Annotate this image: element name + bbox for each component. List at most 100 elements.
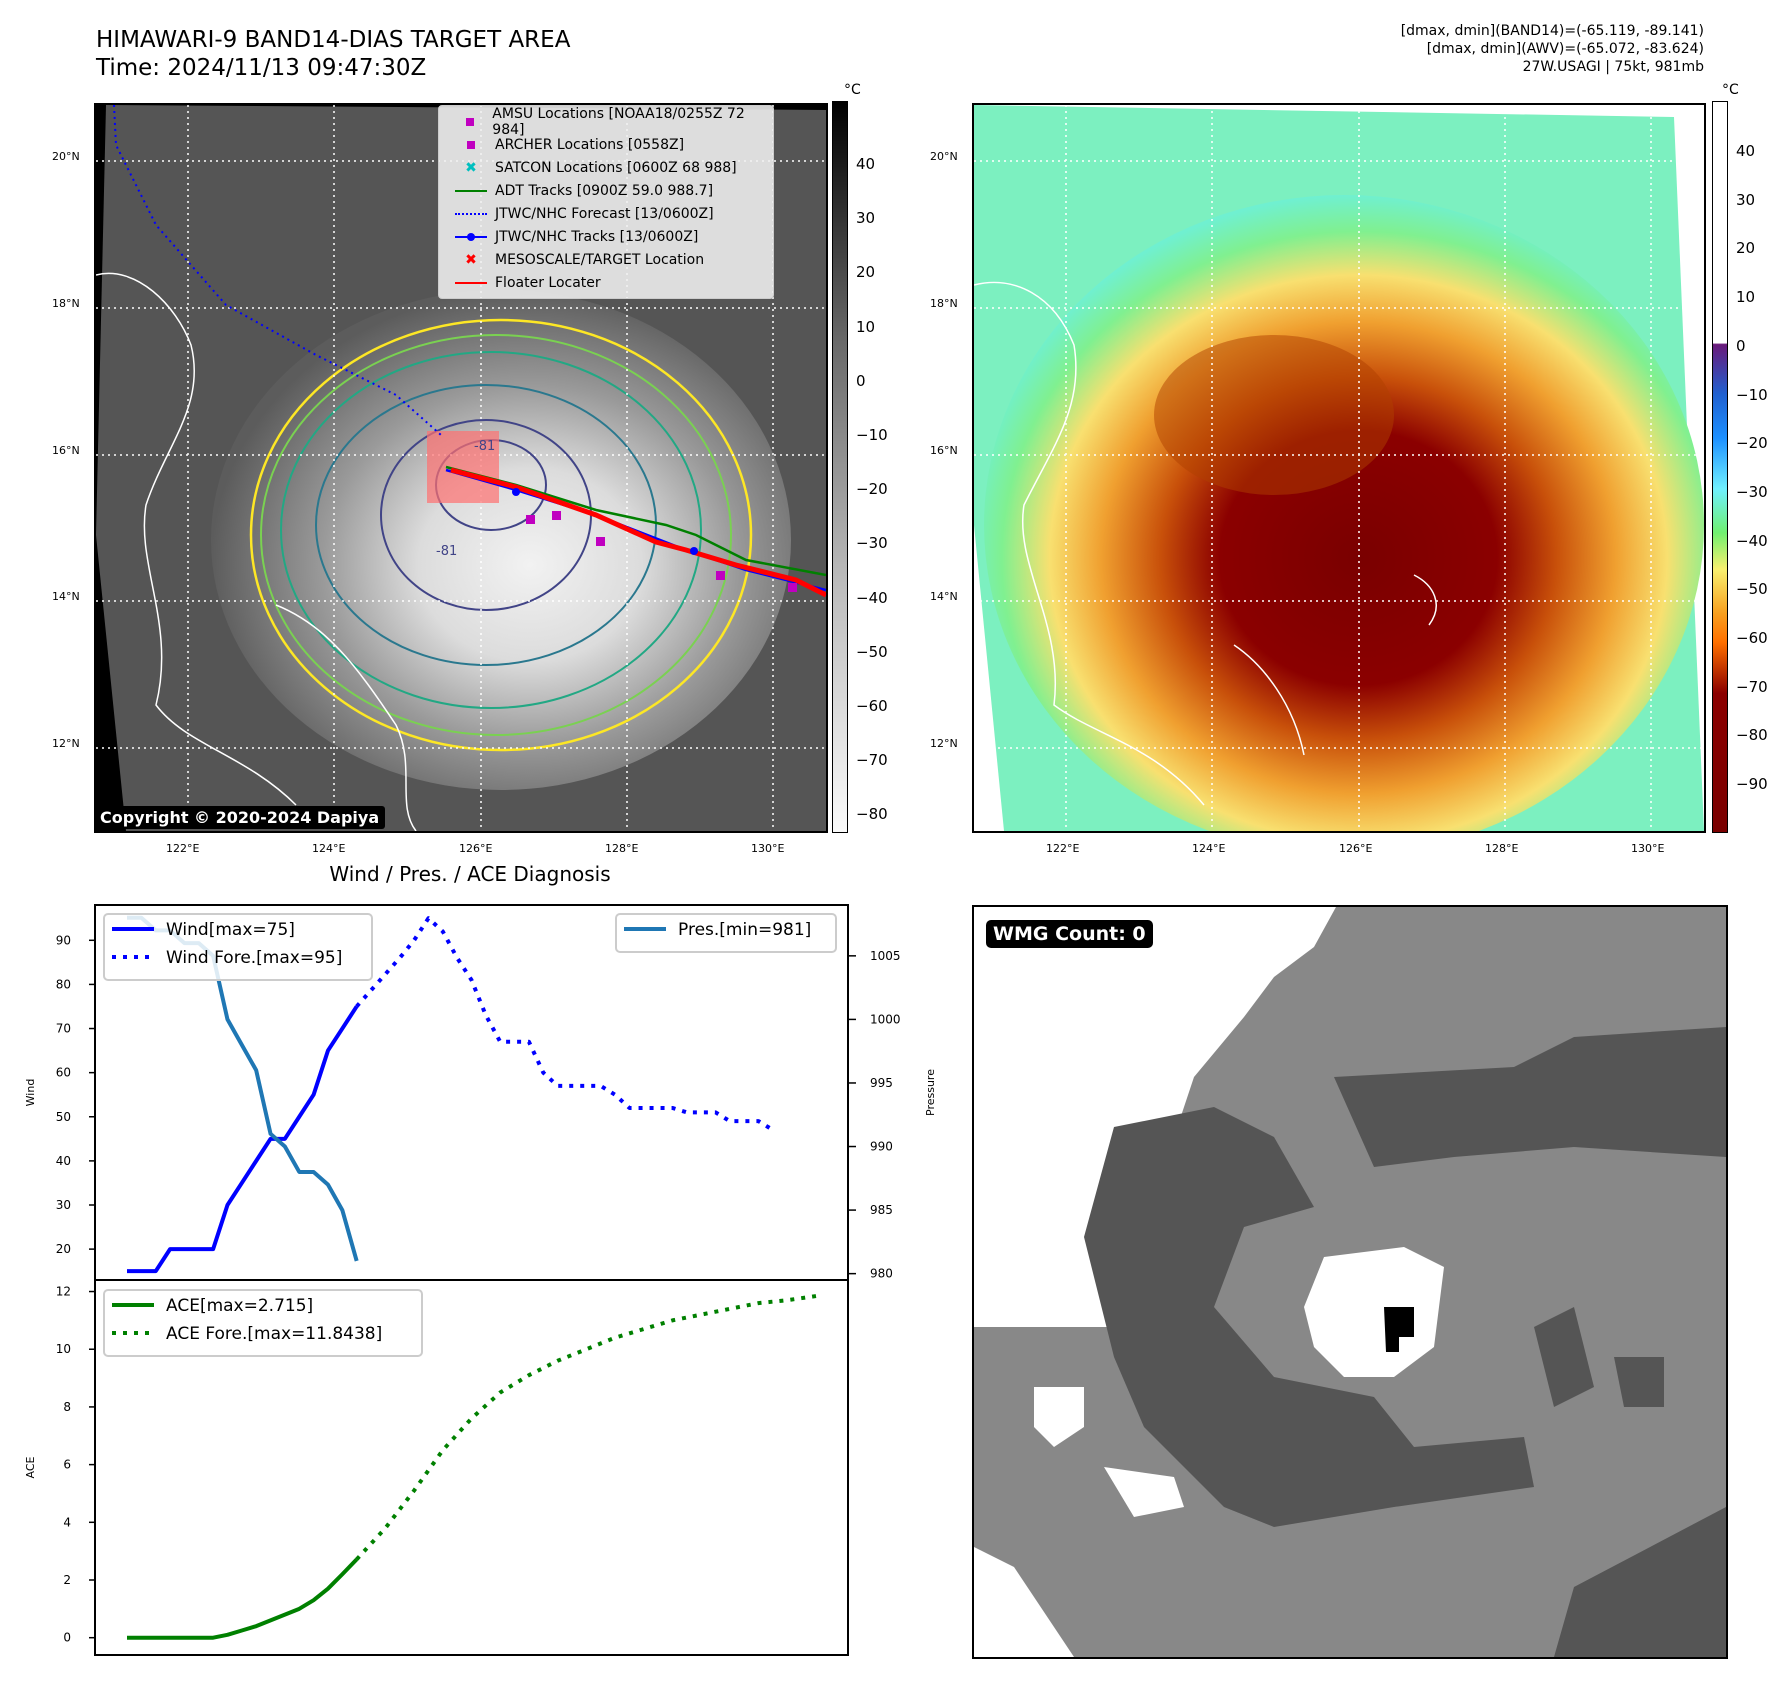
colorbar-tick: −30 — [856, 534, 888, 553]
right-map-image — [974, 105, 1704, 831]
wmg-white-region — [1104, 1467, 1184, 1517]
colorbar-tick: 30 — [856, 209, 876, 228]
lat-tick: 16°N — [52, 444, 80, 457]
ace-ytick-label: 4 — [63, 1515, 71, 1529]
wmg-dark-patch — [1534, 1307, 1594, 1407]
right-colorbar-unit: °C — [1722, 82, 1739, 98]
x-marker-icon: ✖ — [465, 159, 477, 176]
left-colorbar — [832, 101, 848, 833]
colorbar-tick: 10 — [1736, 288, 1756, 307]
ace-ytick-label: 6 — [63, 1458, 71, 1472]
colorbar-tick: −20 — [1736, 434, 1768, 453]
wind-axis-label: Wind — [24, 1079, 37, 1107]
ir-band — [1154, 335, 1394, 495]
wind-legend-label: Wind Fore.[max=95] — [166, 948, 342, 968]
pressure-ytick-label: 985 — [870, 1203, 893, 1217]
ace-legend-label: ACE Fore.[max=11.8438] — [166, 1324, 382, 1344]
legend-label: ADT Tracks [0900Z 59.0 988.7] — [495, 182, 714, 199]
ace-legend-label: ACE[max=2.715] — [166, 1296, 313, 1316]
lat-tick: 20°N — [52, 150, 80, 163]
legend-label: MESOSCALE/TARGET Location — [495, 251, 705, 268]
colorbar-tick: −60 — [856, 697, 888, 715]
page-title: HIMAWARI-9 BAND14-DIAS TARGET AREA Time: … — [96, 26, 570, 82]
wmg-white-region — [974, 907, 1336, 1327]
colorbar-tick: −60 — [1736, 629, 1768, 647]
title-line-1: HIMAWARI-9 BAND14-DIAS TARGET AREA — [96, 27, 571, 53]
jtwc-forecast-track — [113, 105, 442, 436]
wind-ytick-label: 20 — [56, 1242, 71, 1256]
colorbar-tick: −50 — [856, 642, 888, 661]
lon-tick: 122°E — [166, 842, 200, 855]
lat-tick: 14°N — [52, 590, 80, 603]
colorbar-tick: 0 — [1736, 336, 1746, 355]
legend-mesoscale: ✖ MESOSCALE/TARGET Location — [447, 248, 765, 271]
colorbar-tick: −70 — [1736, 677, 1768, 696]
amsu-point — [596, 537, 605, 546]
copyright-badge: Copyright © 2020-2024 Dapiya — [94, 806, 386, 829]
info-band14-range: [dmax, dmin](BAND14)=(-65.119, -89.141) — [1400, 23, 1704, 39]
left-map-panel: -81 -81 AMSU Locations [NOAA18/0255Z 72 … — [94, 103, 828, 833]
map-legend: AMSU Locations [NOAA18/0255Z 72 984] ARC… — [438, 105, 774, 299]
colorbar-tick: 0 — [856, 371, 866, 390]
legend-label: SATCON Locations [0600Z 68 988] — [495, 159, 737, 176]
wmg-eye-center — [1384, 1307, 1414, 1352]
target-area-box — [427, 431, 499, 503]
stats-info: [dmax, dmin](BAND14)=(-65.119, -89.141) [… — [1401, 22, 1704, 76]
coastline — [974, 281, 1437, 806]
wind-legend — [103, 913, 373, 981]
legend-amsu: AMSU Locations [NOAA18/0255Z 72 984] — [447, 106, 765, 138]
contour-teal — [315, 384, 657, 666]
colorbar-tick: −90 — [1736, 775, 1768, 794]
pressure-ytick-label: 980 — [870, 1267, 893, 1281]
pressure-ytick-label: 995 — [870, 1076, 893, 1090]
colorbar-tick: −80 — [856, 805, 888, 824]
graticule — [974, 105, 1704, 831]
info-awv-range: [dmax, dmin](AWV)=(-65.072, -83.624) — [1426, 41, 1704, 57]
wmg-dark-band — [1084, 1107, 1534, 1527]
amsu-point — [552, 511, 561, 520]
dotted-line-icon — [455, 212, 487, 215]
colorbar-tick: 40 — [856, 155, 876, 173]
wind-ytick-label: 80 — [56, 977, 71, 991]
ace-ytick-label: 12 — [56, 1285, 71, 1299]
colorbar-tick: −10 — [1736, 385, 1768, 404]
lat-tick: 12°N — [930, 737, 958, 750]
wind-ytick-label: 60 — [56, 1066, 71, 1080]
lon-tick: 126°E — [459, 842, 493, 855]
lat-tick: 18°N — [52, 297, 80, 310]
ace-ytick-label: 10 — [56, 1342, 71, 1356]
diagnosis-chart: 20 30 40 50 60 70 80 90 980 985 990 995 1000 1005 0 2 4 6… — [24, 904, 937, 1656]
colorbar-tick: 20 — [1736, 239, 1756, 258]
pressure-ytick-label: 1005 — [870, 949, 901, 963]
wmg-dark-patch — [1614, 1357, 1664, 1407]
wmg-dark-region — [1554, 1507, 1726, 1657]
storm-cloud — [211, 290, 791, 790]
colorbar-tick: −20 — [856, 480, 888, 499]
lat-tick: 18°N — [930, 297, 958, 310]
pressure-ytick-label: 1000 — [870, 1012, 901, 1026]
lon-tick: 130°E — [1631, 842, 1665, 855]
wind-ytick-label: 40 — [56, 1154, 71, 1168]
right-map-panel — [972, 103, 1706, 833]
lon-tick: 130°E — [751, 842, 785, 855]
ir-storm — [984, 195, 1704, 831]
wmg-eye — [1304, 1247, 1444, 1377]
ace-axes-frame — [94, 1279, 849, 1656]
wmg-white-region — [1034, 1387, 1084, 1447]
series-ace-line — [127, 1557, 359, 1640]
legend-archer: ARCHER Locations [0558Z] — [447, 133, 765, 156]
colorbar-tick: −70 — [856, 751, 888, 770]
legend-satcon: ✖ SATCON Locations [0600Z 68 988] — [447, 156, 765, 179]
colorbar-tick: −10 — [856, 426, 888, 444]
ace-ytick-label: 2 — [63, 1573, 71, 1587]
info-storm-summary: 27W.USAGI | 75kt, 981mb — [1522, 59, 1704, 75]
series-wind-line — [127, 1005, 359, 1274]
legend-label: AMSU Locations [NOAA18/0255Z 72 984] — [492, 105, 745, 138]
wmg-white-region — [974, 1547, 1074, 1657]
ace-axis-label: ACE — [24, 1456, 37, 1478]
wind-ytick-label: 90 — [56, 933, 71, 947]
legend-label: JTWC/NHC Forecast [13/0600Z] — [495, 205, 714, 222]
colorbar-tick: −40 — [856, 588, 888, 607]
wind-ytick-label: 50 — [56, 1110, 71, 1124]
ace-ytick-label: 8 — [63, 1400, 71, 1414]
